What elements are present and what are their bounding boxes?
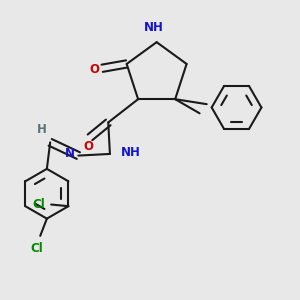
Text: O: O [83, 140, 93, 153]
Text: NH: NH [121, 146, 141, 159]
Text: N: N [65, 147, 75, 161]
Text: O: O [89, 63, 100, 76]
Text: Cl: Cl [31, 242, 43, 255]
Text: H: H [37, 123, 47, 136]
Text: NH: NH [143, 21, 163, 34]
Text: Cl: Cl [32, 198, 45, 211]
